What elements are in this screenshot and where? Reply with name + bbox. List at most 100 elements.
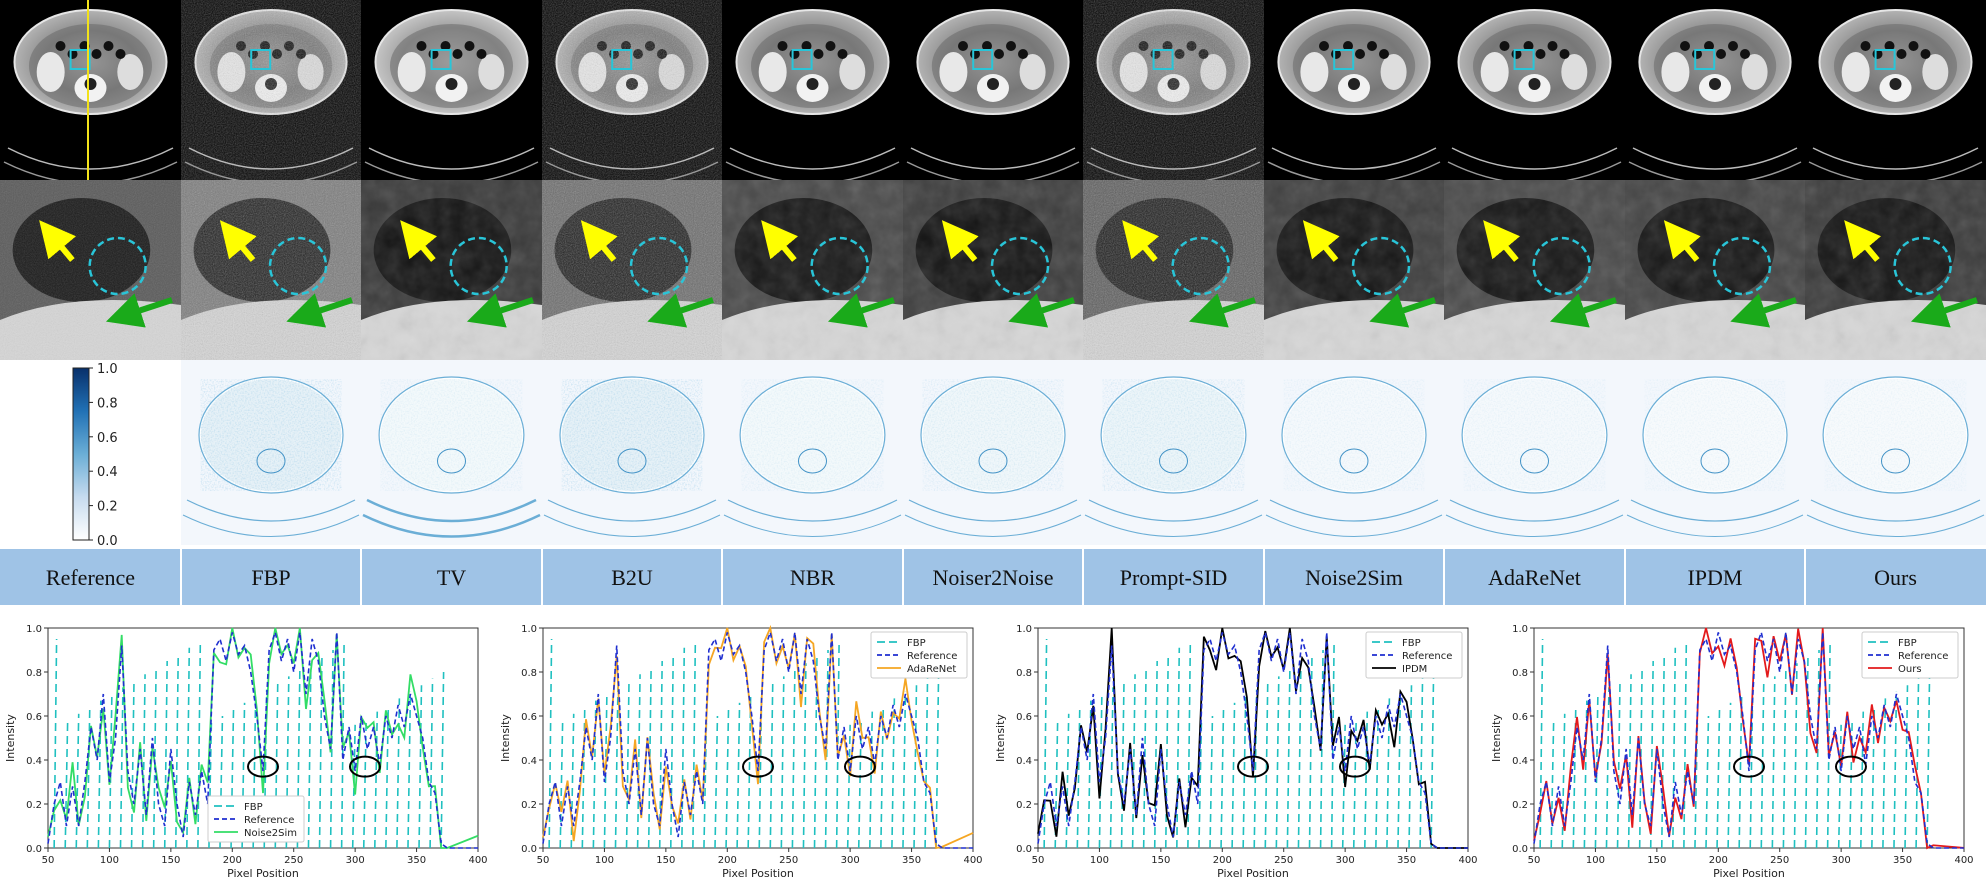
fbp-series — [86, 707, 91, 849]
bowel-gas — [1379, 49, 1389, 59]
bowel-gas — [994, 49, 1004, 59]
x-tick-label: 150 — [656, 855, 675, 866]
x-tick-label: 250 — [779, 855, 798, 866]
x-tick-label: 100 — [100, 855, 119, 866]
y-tick-label: 1.0 — [26, 624, 42, 635]
fbp-series — [141, 674, 146, 849]
roi-box — [1333, 49, 1355, 70]
table-arc — [1806, 514, 1985, 537]
fbp-series — [186, 647, 191, 849]
fbp-series — [1638, 667, 1643, 849]
kidney-region — [478, 54, 505, 90]
method-label: B2U — [611, 565, 653, 590]
difference-map — [362, 376, 541, 538]
bowel-gas — [1367, 41, 1377, 51]
fbp-series — [924, 678, 929, 849]
highlight-ellipse — [1834, 755, 1867, 778]
yellow-arrow — [1483, 220, 1521, 262]
table-arc — [1812, 147, 1979, 170]
fbp-series — [230, 709, 235, 849]
fbp-series — [824, 649, 829, 849]
x-tick-label: 50 — [42, 855, 55, 866]
fbp-series — [902, 691, 907, 849]
legend-label: Noise2Sim — [244, 828, 297, 839]
method-label: Noise2Sim — [1305, 565, 1403, 590]
highlight-ellipse — [843, 755, 876, 778]
fbp-series — [1904, 685, 1909, 849]
error-tint — [1283, 379, 1425, 491]
table-arc — [1088, 499, 1259, 522]
fbp-series — [197, 641, 202, 849]
legend-label: Ours — [1898, 664, 1922, 675]
kidney-region — [1922, 54, 1949, 90]
fbp-series — [725, 709, 730, 849]
highlight-ellipse — [1338, 755, 1371, 778]
x-tick-label: 400 — [1954, 855, 1973, 866]
fbp-series — [1705, 715, 1710, 849]
colorbar-tick-label: 0.6 — [97, 431, 118, 446]
bowel-gas — [1728, 41, 1738, 51]
roi-box — [1152, 49, 1174, 70]
y-tick-label: 0.8 — [521, 668, 537, 679]
fbp-series — [1430, 671, 1435, 849]
zoom-roi — [1083, 180, 1264, 360]
fbp-series — [53, 638, 58, 849]
fbp-series — [681, 647, 686, 849]
x-tick-label: 350 — [902, 855, 921, 866]
error-texture — [561, 379, 703, 491]
x-tick-label: 100 — [1586, 855, 1605, 866]
table-arc — [362, 513, 541, 538]
yellow-arrow — [1302, 220, 1340, 262]
roi-circle — [1712, 236, 1772, 296]
legend-label: FBP — [1898, 638, 1917, 649]
fbp-series — [802, 663, 807, 849]
legend-label: Reference — [907, 651, 957, 662]
roi-box — [791, 49, 813, 70]
colorbar-tick-label: 0.8 — [97, 396, 118, 411]
y-tick-label: 1.0 — [1016, 624, 1032, 635]
roi-circle — [990, 236, 1050, 296]
x-tick-label: 250 — [1770, 855, 1789, 866]
difference-map — [1626, 376, 1804, 537]
fbp-series — [119, 687, 124, 849]
fbp-series — [1660, 654, 1666, 849]
spine-outline — [617, 448, 647, 474]
spine-outline — [798, 448, 827, 474]
x-tick-label: 200 — [223, 855, 242, 866]
legend-box — [207, 795, 305, 843]
table-arc — [1632, 147, 1798, 170]
fbp-series — [1882, 698, 1887, 849]
x-tick-label: 300 — [841, 855, 860, 866]
error-texture — [1824, 379, 1967, 491]
green-arrow — [827, 293, 895, 328]
roi-box — [1694, 49, 1716, 70]
y-tick-label: 0.4 — [521, 756, 537, 767]
zoom-roi — [722, 180, 903, 360]
yellow-arrow — [580, 220, 618, 262]
roi-box — [1874, 49, 1896, 70]
x-axis-label: Pixel Position — [722, 867, 794, 880]
error-tint — [1824, 379, 1967, 491]
green-arrow — [647, 293, 714, 328]
y-axis-label: Intensity — [4, 714, 17, 762]
kidney-region — [839, 54, 866, 90]
spinal-canal — [84, 78, 97, 90]
y-tick-label: 1.0 — [521, 624, 537, 635]
legend-label: FBP — [907, 638, 926, 649]
yellow-arrow — [400, 220, 438, 262]
fbp-series — [1187, 641, 1192, 849]
legend-box — [1861, 631, 1959, 679]
bowel-gas — [1716, 49, 1726, 59]
fbp-series — [548, 638, 553, 849]
bowel-gas — [464, 41, 475, 51]
roi-box — [1513, 49, 1535, 70]
x-tick-label: 150 — [1151, 855, 1170, 866]
yellow-arrow — [219, 220, 257, 262]
y-axis-label: Intensity — [1490, 714, 1503, 762]
green-arrow — [1910, 293, 1978, 328]
y-tick-label: 0.4 — [26, 756, 42, 767]
y-tick-label: 0.2 — [1512, 800, 1528, 811]
bowel-gas — [1547, 41, 1558, 51]
table-arc — [908, 499, 1078, 522]
zoom-roi — [1625, 180, 1805, 360]
